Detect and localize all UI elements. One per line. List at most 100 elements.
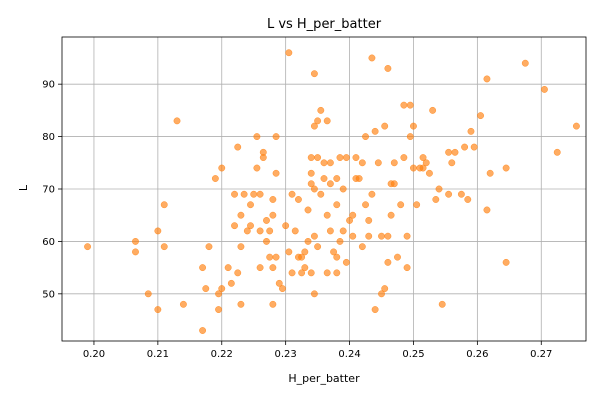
- scatter-point: [413, 201, 421, 209]
- scatter-point: [339, 227, 347, 235]
- y-axis-label: L: [17, 184, 30, 191]
- scatter-point: [394, 253, 401, 261]
- scatter-point: [227, 279, 235, 287]
- scatter-point: [323, 269, 331, 277]
- scatter-point: [330, 248, 338, 256]
- scatter-point: [269, 300, 277, 308]
- scatter-point: [425, 169, 433, 177]
- data-points: [84, 49, 580, 334]
- scatter-point: [467, 127, 475, 135]
- scatter-point: [256, 264, 264, 272]
- scatter-point: [247, 201, 254, 209]
- scatter-point: [154, 306, 162, 314]
- scatter-point: [323, 211, 331, 219]
- scatter-point: [160, 243, 168, 251]
- scatter-point: [572, 122, 580, 130]
- scatter-point: [362, 201, 369, 209]
- scatter-point: [378, 290, 385, 298]
- scatter-point: [381, 122, 389, 130]
- y-tick-label: 50: [42, 289, 55, 300]
- scatter-point: [320, 175, 328, 182]
- scatter-point: [269, 264, 277, 272]
- scatter-point: [445, 190, 453, 198]
- scatter-point: [307, 269, 315, 277]
- scatter-point: [199, 264, 207, 272]
- scatter-point: [419, 154, 427, 162]
- scatter-point: [253, 164, 261, 172]
- scatter-point: [320, 159, 328, 167]
- scatter-point: [263, 216, 270, 224]
- x-tick-label: 0.20: [83, 349, 105, 360]
- scatter-point: [397, 201, 405, 209]
- scatter-point: [339, 185, 347, 193]
- scatter-point: [461, 143, 469, 151]
- scatter-point: [179, 300, 187, 308]
- scatter-point: [237, 211, 245, 219]
- scatter-point: [269, 211, 277, 219]
- scatter-point: [224, 264, 232, 272]
- scatter-point: [384, 64, 392, 72]
- scatter-point: [211, 175, 219, 182]
- scatter-point: [406, 133, 414, 141]
- scatter-point: [355, 175, 363, 182]
- scatter-point: [275, 279, 283, 287]
- scatter-point: [272, 169, 280, 177]
- scatter-point: [272, 253, 280, 261]
- x-axis-ticks: 0.20 0.21 0.22 0.23 0.24 0.25 0.26 0.27: [83, 341, 552, 360]
- scatter-point: [378, 232, 385, 240]
- scatter-point: [307, 180, 315, 188]
- scatter-point: [403, 232, 411, 240]
- scatter-point: [317, 106, 325, 114]
- scatter-point: [346, 216, 354, 224]
- x-tick-label: 0.24: [338, 349, 360, 360]
- scatter-point: [154, 227, 162, 235]
- scatter-point: [371, 127, 379, 135]
- scatter-point: [317, 190, 325, 198]
- x-tick-label: 0.27: [530, 349, 552, 360]
- scatter-point: [215, 306, 223, 314]
- scatter-point: [279, 285, 286, 293]
- scatter-point: [384, 232, 392, 240]
- scatter-point: [326, 159, 334, 167]
- scatter-point: [253, 133, 261, 141]
- scatter-point: [448, 159, 456, 167]
- scatter-point: [307, 169, 315, 177]
- scatter-point: [199, 327, 207, 334]
- x-tick-label: 0.21: [147, 349, 169, 360]
- x-tick-label: 0.25: [402, 349, 424, 360]
- scatter-point: [362, 133, 369, 141]
- x-tick-label: 0.26: [466, 349, 488, 360]
- scatter-point: [445, 148, 453, 156]
- scatter-point: [432, 196, 440, 203]
- y-tick-label: 70: [42, 185, 55, 196]
- scatter-point: [390, 180, 398, 188]
- scatter-point: [298, 269, 306, 277]
- scatter-point: [390, 159, 398, 167]
- scatter-point: [333, 201, 341, 209]
- scatter-point: [333, 175, 341, 182]
- scatter-point: [285, 49, 293, 57]
- scatter-point: [298, 253, 306, 261]
- scatter-point: [365, 216, 373, 224]
- scatter-point: [304, 237, 312, 245]
- scatter-point: [288, 269, 296, 277]
- scatter-point: [202, 285, 210, 293]
- scatter-point: [256, 227, 264, 235]
- scatter-point: [291, 227, 299, 235]
- scatter-point: [269, 196, 277, 203]
- scatter-point: [215, 290, 223, 298]
- scatter-point: [419, 164, 427, 172]
- scatter-point: [342, 154, 350, 162]
- scatter-point: [326, 227, 334, 235]
- x-tick-label: 0.23: [275, 349, 297, 360]
- scatter-point: [310, 290, 318, 298]
- scatter-point: [333, 269, 341, 277]
- scatter-point: [256, 190, 264, 198]
- scatter-point: [438, 300, 446, 308]
- scatter-point: [310, 185, 318, 193]
- scatter-point: [406, 101, 414, 109]
- scatter-point: [237, 243, 245, 251]
- scatter-point: [144, 290, 152, 298]
- scatter-point: [410, 122, 417, 130]
- scatter-point: [470, 143, 478, 151]
